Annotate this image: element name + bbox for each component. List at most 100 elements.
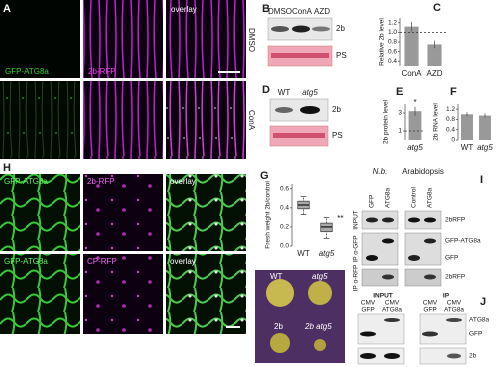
lane-label: WT [278, 88, 291, 97]
lane-label: AZD [314, 7, 330, 16]
band-label: 2bRFP [445, 274, 465, 281]
band-label: PS [336, 51, 347, 60]
x-tick-label: AZD [427, 69, 443, 78]
bar [404, 26, 419, 66]
blot [361, 210, 442, 287]
y-tick-label: 1 [398, 128, 402, 135]
y-tick-label: 0.2 [280, 224, 289, 231]
channel-label: overlay [170, 177, 196, 186]
y-axis-label: Relative 2b level [379, 18, 386, 66]
y-tick-label: 1.0 [388, 29, 397, 36]
band-label: 2bRFP [445, 217, 465, 224]
y-tick-label: 1.2 [388, 20, 397, 27]
y-axis-label: 2b protein level [383, 99, 390, 144]
lane-label: ATG8a [444, 307, 464, 314]
panel-label: C [433, 2, 441, 14]
band-label: ATG8a [469, 317, 489, 324]
photo-label: 2b atg5 [304, 322, 332, 331]
panel-a-images [0, 0, 246, 159]
blot [267, 17, 333, 67]
y-tick-label: 0.8 [388, 39, 397, 46]
lane-label: ConA [292, 7, 313, 16]
image [83, 81, 163, 159]
y-tick-label: 0.4 [388, 58, 397, 65]
channel-label: 2b-RFP [87, 177, 115, 186]
x-tick-label: WT [461, 143, 474, 152]
channel-label: overlay [171, 5, 197, 14]
x-tick-label: atg5 [477, 143, 493, 152]
annotation: * [413, 98, 416, 107]
panel-h-images [0, 174, 246, 334]
plant-photo [255, 270, 345, 363]
band-label: GFP-ATG8a [445, 238, 481, 245]
band-label: GFP [445, 255, 458, 262]
lane-label: ATG8a [382, 307, 402, 314]
channel-label: GFP-ATG8a [4, 177, 48, 186]
y-tick-label: 3 [398, 110, 402, 117]
lane-label: Control [411, 186, 418, 208]
photo-label: WT [270, 272, 283, 281]
panel-label: I [480, 174, 483, 186]
row-label: INPUT [353, 210, 360, 230]
y-axis-label: 2b RNA level [433, 103, 440, 141]
image [83, 0, 163, 78]
row-label: IP α-RFP [353, 265, 360, 292]
lane-label: GFP [361, 307, 374, 314]
x-tick-label: atg5 [407, 143, 423, 152]
image [0, 81, 80, 159]
channel-label: GFP-ATG8a [5, 67, 49, 76]
x-tick-label: ConA [401, 69, 422, 78]
channel-label: overlay [170, 257, 196, 266]
channel-label: GFP-ATG8a [4, 257, 48, 266]
y-tick-label: 0.6 [388, 48, 397, 55]
group-label: IP [443, 293, 450, 300]
lane-label: CMV [361, 300, 376, 307]
group-label: Arabidopsis [402, 167, 444, 176]
panel-label: F [450, 86, 457, 98]
y-tick-label: 0.4 [280, 205, 289, 212]
channel-label: CP-RFP [87, 257, 117, 266]
band-label: PS [332, 131, 343, 140]
band-label: 2b [469, 353, 477, 360]
blot [269, 98, 329, 147]
image [0, 0, 80, 78]
panel-label: G [260, 170, 269, 182]
bar [408, 111, 422, 140]
lane-label: GFP [369, 195, 376, 208]
channel-label: 2b-RFP [88, 67, 116, 76]
lane-label: CMV [423, 300, 438, 307]
condition-label: ConA [247, 110, 256, 131]
lane-label: CMV [447, 300, 462, 307]
photo-label: 2b [274, 322, 283, 331]
y-axis-label: Fresh weight 2b/control [265, 181, 272, 249]
lane-label: DMSO [268, 7, 292, 16]
image [166, 81, 246, 159]
panel-label: J [480, 296, 486, 308]
condition-label: DMSO [247, 28, 256, 52]
bar [479, 115, 491, 140]
x-tick-label: atg5 [319, 249, 335, 258]
annotation: ** [337, 214, 343, 223]
row-label: IP α-GFP [353, 235, 360, 262]
lane-label: GFP [423, 307, 436, 314]
band-label: GFP [469, 331, 482, 338]
y-tick-label: 1.2 [446, 106, 455, 113]
panel-label: A [3, 3, 11, 15]
lane-label: ATG8a [427, 188, 434, 208]
y-tick-label: 0.0 [280, 243, 289, 250]
group-label: N.b. [373, 167, 388, 176]
panel-label: E [396, 86, 403, 98]
panel-label: D [262, 84, 270, 96]
image [166, 0, 246, 78]
y-tick-label: 0.8 [446, 116, 455, 123]
bar [427, 44, 442, 66]
blot [357, 313, 467, 365]
y-tick-label: 0.6 [280, 185, 289, 192]
panel-label: B [262, 3, 270, 15]
x-tick-label: WT [297, 249, 310, 258]
lane-label: ATG8a [385, 188, 392, 208]
bar [461, 114, 473, 140]
lane-label: CMV [385, 300, 400, 307]
